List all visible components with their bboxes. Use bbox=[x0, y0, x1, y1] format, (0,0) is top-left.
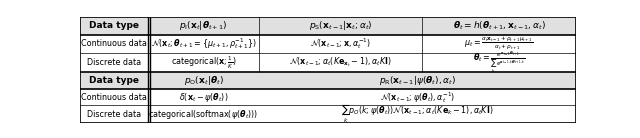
Text: $\mathrm{categorical}(\mathbf{x};\frac{1}{K})$: $\mathrm{categorical}(\mathbf{x};\frac{1… bbox=[170, 54, 237, 71]
Text: Discrete data: Discrete data bbox=[87, 110, 141, 119]
Bar bbox=[148, 72, 259, 89]
Bar bbox=[259, 72, 576, 89]
Text: $p_\mathrm{S}(\mathbf{x}_{t-1}|\mathbf{x}_t;\alpha_t)$: $p_\mathrm{S}(\mathbf{x}_{t-1}|\mathbf{x… bbox=[308, 19, 372, 32]
Text: Continuous data: Continuous data bbox=[81, 39, 147, 48]
Text: $p_\mathrm{I}(\mathbf{x}_t|\boldsymbol{\theta}_{t+1})$: $p_\mathrm{I}(\mathbf{x}_t|\boldsymbol{\… bbox=[179, 19, 228, 32]
Bar bbox=[259, 17, 422, 35]
Bar bbox=[80, 72, 148, 89]
Text: $\mathcal{N}(\mathbf{x}_{t-1};\alpha_t(K\mathbf{e}_{\mathbf{x}_t}-1),\alpha_t K\: $\mathcal{N}(\mathbf{x}_{t-1};\alpha_t(K… bbox=[289, 56, 392, 69]
Bar bbox=[148, 17, 259, 35]
Text: $p_\mathrm{R}(\mathbf{x}_{t-1}|\psi(\boldsymbol{\theta}_t),\alpha_t)$: $p_\mathrm{R}(\mathbf{x}_{t-1}|\psi(\bol… bbox=[379, 74, 456, 87]
Text: $p_\mathrm{O}(\mathbf{x}_t|\boldsymbol{\theta}_t)$: $p_\mathrm{O}(\mathbf{x}_t|\boldsymbol{\… bbox=[184, 74, 223, 87]
Bar bbox=[422, 17, 576, 35]
Text: $\boldsymbol{\theta}_t = \frac{e^{\mathbf{x}_{t-1}\boldsymbol{\theta}_{t+1}}}{\s: $\boldsymbol{\theta}_t = \frac{e^{\mathb… bbox=[473, 50, 525, 75]
Text: $\mathcal{N}(\mathbf{x}_{t-1};\psi(\boldsymbol{\theta}_t),\alpha_t^{-1})$: $\mathcal{N}(\mathbf{x}_{t-1};\psi(\bold… bbox=[380, 90, 455, 104]
Text: $\mathrm{categorical}(\mathrm{softmax}(\psi(\boldsymbol{\theta}_t)))$: $\mathrm{categorical}(\mathrm{softmax}(\… bbox=[148, 108, 259, 121]
Text: Data type: Data type bbox=[89, 21, 140, 30]
Text: Discrete data: Discrete data bbox=[87, 58, 141, 67]
Text: $\delta(\mathbf{x}_t-\psi(\boldsymbol{\theta}_t))$: $\delta(\mathbf{x}_t-\psi(\boldsymbol{\t… bbox=[179, 91, 228, 104]
Bar bbox=[80, 17, 148, 35]
Text: $\mathcal{N}(\mathbf{x}_{t-1};\mathbf{x},\alpha_t^{-1})$: $\mathcal{N}(\mathbf{x}_{t-1};\mathbf{x}… bbox=[310, 36, 371, 51]
Text: Continuous data: Continuous data bbox=[81, 93, 147, 102]
Text: Data type: Data type bbox=[89, 76, 140, 85]
Text: $\boldsymbol{\theta}_t = h(\boldsymbol{\theta}_{t+1},\mathbf{x}_{t-1},\alpha_t)$: $\boldsymbol{\theta}_t = h(\boldsymbol{\… bbox=[452, 20, 545, 32]
Text: $\sum_k p_O(k;\psi(\boldsymbol{\theta}_t))\mathcal{N}(\mathbf{x}_{t-1};\alpha_t(: $\sum_k p_O(k;\psi(\boldsymbol{\theta}_t… bbox=[341, 103, 493, 125]
Text: $\mu_t = \frac{\alpha_t\mathbf{x}_{t-1}+\rho_{t+1}\mu_{t+1}}{\alpha_t+\rho_{t+1}: $\mu_t = \frac{\alpha_t\mathbf{x}_{t-1}+… bbox=[465, 35, 534, 52]
Text: $\mathcal{N}(\mathbf{x}_t;\boldsymbol{\theta}_{t+1}=\{\mu_{t+1},\rho_{t+1}^{-1}\: $\mathcal{N}(\mathbf{x}_t;\boldsymbol{\t… bbox=[150, 36, 256, 51]
